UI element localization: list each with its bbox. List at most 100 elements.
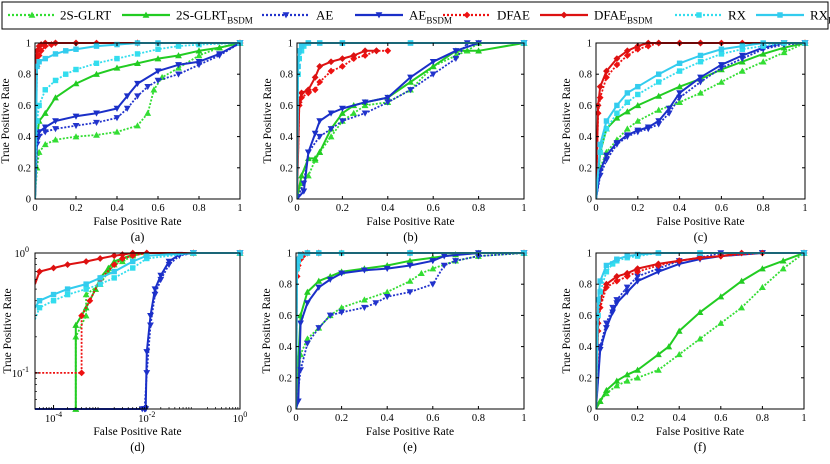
- data-point-rx: [614, 110, 620, 116]
- data-point-ae_bsdm: [655, 269, 662, 276]
- panel-c: 0 0.2 0.4 0.6 0.8 1 0 0.2 0.4 0.6 0.8 1 False Positi…: [561, 39, 809, 244]
- data-point-ae: [372, 300, 380, 307]
- data-point-ae: [144, 83, 152, 91]
- data-point-2s-glrt_bsdm: [406, 257, 414, 264]
- series-group: [35, 249, 244, 413]
- data-point-ae_bsdm: [440, 253, 448, 260]
- y-tick-label: 1: [587, 39, 592, 50]
- data-point-ae_bsdm: [93, 110, 100, 117]
- data-point-2s-glrt: [350, 109, 358, 116]
- y-tick-label: 0.2: [279, 373, 292, 384]
- data-point-ae_bsdm: [154, 68, 162, 75]
- y-tick-label: 0.2: [18, 163, 31, 174]
- data-point-ae: [338, 309, 345, 316]
- data-point-ae_bsdm: [634, 127, 642, 134]
- series-group: [297, 39, 528, 200]
- data-point-2s-glrt_bsdm: [603, 386, 610, 393]
- series-line-dfae_bsdm: [596, 42, 805, 200]
- data-point-rx: [635, 91, 641, 98]
- data-point-rx: [597, 289, 603, 295]
- y-tick-label: 1: [26, 39, 31, 50]
- data-point-rx: [114, 55, 120, 62]
- y-tick-label: 0.6: [579, 101, 592, 112]
- data-point-rx_bsdm: [603, 118, 610, 124]
- data-point-2s-glrt_bsdm: [304, 288, 311, 295]
- data-point-2s-glrt_bsdm: [52, 94, 59, 101]
- series-line-dfae: [596, 42, 805, 200]
- legend-label: RX: [728, 8, 747, 23]
- series-group: [596, 39, 809, 200]
- axes-frame: [595, 252, 805, 410]
- data-point-ae_bsdm: [315, 284, 323, 291]
- data-point-dfae_bsdm: [96, 255, 104, 262]
- data-point-dfae_bsdm: [675, 257, 683, 265]
- data-point-2s-glrt_bsdm: [665, 343, 673, 350]
- data-point-2s-glrt_bsdm: [676, 83, 683, 90]
- data-point-dfae_bsdm: [110, 252, 118, 260]
- x-tick-label: 0.6: [151, 203, 164, 214]
- data-point-ae: [475, 253, 482, 260]
- data-point-2s-glrt_bsdm: [154, 55, 162, 62]
- data-point-2s-glrt: [144, 109, 152, 116]
- y-tick-label: 0: [26, 195, 31, 206]
- data-point-2s-glrt_bsdm: [738, 277, 745, 284]
- data-point-rx_bsdm: [697, 52, 704, 59]
- data-point-2s-glrt: [718, 78, 725, 85]
- x-tick-label: 0.6: [426, 413, 439, 424]
- data-point-2s-glrt: [738, 67, 746, 74]
- x-tick-label: 1: [521, 413, 526, 424]
- data-point-2s-glrt_bsdm: [113, 64, 121, 71]
- data-point-rx: [718, 51, 725, 57]
- data-point-dfae_bsdm: [603, 67, 610, 75]
- y-tick-label: 0.2: [280, 163, 293, 174]
- y-tick-label: 0: [587, 195, 592, 206]
- data-point-dfae: [613, 277, 621, 285]
- series-line-rx: [35, 42, 241, 200]
- data-point-rx_bsdm: [297, 48, 302, 54]
- data-point-2s-glrt: [113, 128, 121, 135]
- data-point-2s-glrt: [72, 133, 80, 140]
- data-point-2s-glrt: [338, 304, 345, 311]
- series-group: [35, 39, 244, 200]
- data-point-rx_bsdm: [42, 55, 48, 62]
- x-axis-label: False Positive Rate: [366, 216, 454, 228]
- data-point-2s-glrt_bsdm: [634, 366, 641, 373]
- y-axis-label: True Positive Rate: [262, 78, 274, 163]
- data-point-2s-glrt_bsdm: [623, 371, 631, 378]
- data-point-dfae: [603, 73, 610, 81]
- legend-marker: [142, 11, 150, 18]
- axes-frame: [296, 42, 525, 200]
- data-point-ae: [407, 87, 414, 94]
- data-point-rx: [739, 46, 746, 52]
- legend-label: 2S-GLRT: [60, 8, 111, 23]
- y-axis-label: True Positive Rate: [261, 288, 273, 373]
- legend-label: AE: [316, 8, 333, 23]
- y-tick-label: 0.6: [279, 311, 292, 322]
- data-point-2s-glrt: [697, 89, 704, 96]
- x-tick-label: 0.6: [715, 203, 728, 214]
- x-axis-label: False Positive Rate: [93, 216, 181, 228]
- data-point-ae: [361, 110, 369, 117]
- y-tick-label: 0.6: [280, 101, 293, 112]
- data-point-dfae: [119, 255, 126, 262]
- data-point-dfae: [384, 47, 392, 55]
- x-tick-label: 1: [237, 203, 242, 214]
- x-tick-label: 0.6: [714, 413, 727, 424]
- data-point-ae: [406, 289, 414, 296]
- data-point-ae: [384, 99, 392, 106]
- data-point-2s-glrt_bsdm: [407, 78, 414, 85]
- panel-a: 0 0.2 0.4 0.6 0.8 1 0 0.2 0.4 0.6 0.8 1 False Positi…: [0, 39, 244, 244]
- data-point-rx: [144, 255, 150, 262]
- data-point-ae: [429, 71, 437, 78]
- data-point-rx_bsdm: [635, 83, 641, 90]
- data-point-rx_bsdm: [596, 297, 601, 303]
- data-point-dfae: [110, 261, 118, 269]
- data-point-rx: [83, 286, 89, 292]
- data-point-rx: [111, 275, 117, 281]
- legend-label: DFAE: [497, 8, 530, 23]
- data-point-rx: [36, 102, 42, 109]
- data-point-ae: [655, 265, 662, 272]
- data-point-rx_bsdm: [718, 46, 725, 52]
- data-point-rx: [130, 265, 136, 271]
- data-point-dfae_bsdm: [298, 89, 305, 97]
